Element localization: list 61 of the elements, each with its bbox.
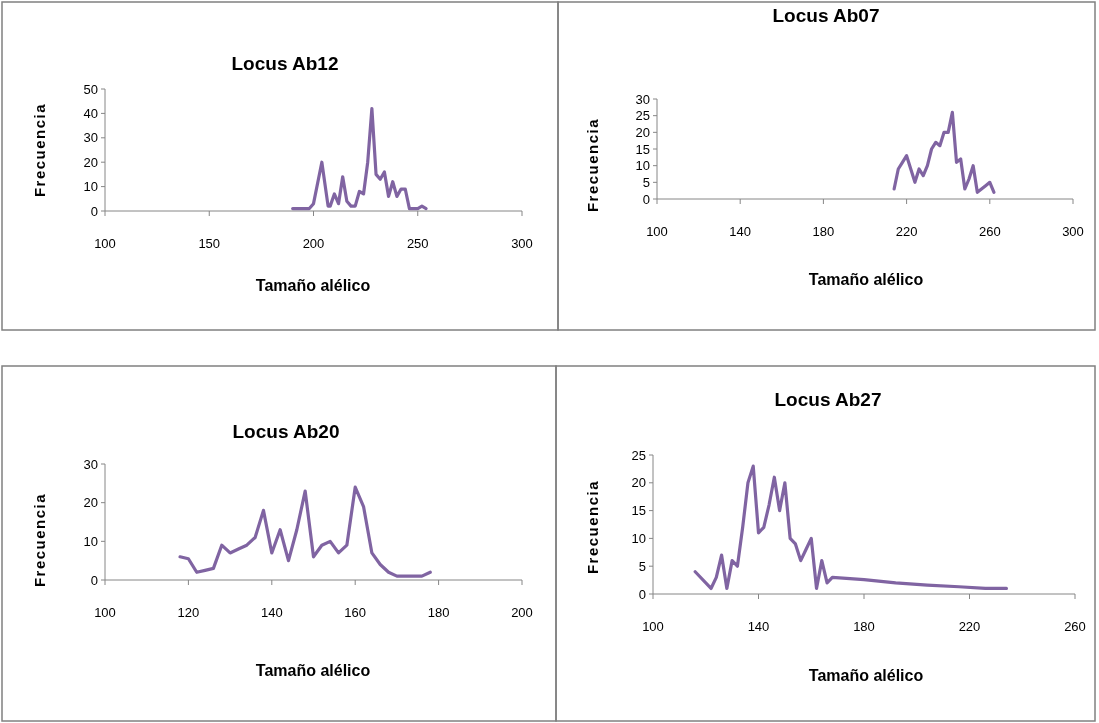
- y-axis-title: Frecuencia: [31, 102, 48, 198]
- y-tick-label: 20: [631, 475, 646, 491]
- x-tick-label: 260: [978, 224, 1001, 239]
- x-tick-label: 180: [853, 619, 875, 634]
- y-tick-label: 20: [83, 154, 98, 170]
- x-tick-label: 100: [646, 224, 668, 239]
- x-tick-label: 220: [958, 619, 981, 634]
- y-tick-label: 25: [631, 447, 646, 463]
- y-tick-label: 30: [83, 130, 98, 146]
- y-tick-label: 30: [83, 456, 98, 472]
- y-tick-label: 20: [83, 495, 98, 511]
- line-series: [291, 106, 428, 211]
- chart-title: Locus Ab12: [231, 53, 339, 74]
- x-tick-label: 260: [1064, 619, 1086, 634]
- x-tick-label: 100: [94, 236, 116, 251]
- x-tick-label: 200: [511, 605, 533, 620]
- x-tick-label: 140: [747, 619, 770, 634]
- x-axis-title: Tamaño alélico: [808, 271, 924, 288]
- x-tick-label: 140: [729, 224, 752, 239]
- y-tick-label: 25: [635, 108, 650, 124]
- x-tick-label: 150: [198, 236, 221, 251]
- y-tick-label: 5: [642, 174, 650, 190]
- chart-title: Locus Ab07: [772, 5, 880, 26]
- y-tick-label: 10: [631, 530, 646, 546]
- line-series: [693, 464, 1009, 591]
- x-axis-title: Tamaño alélico: [808, 667, 924, 684]
- y-tick-label: 40: [83, 105, 98, 121]
- y-tick-label: 20: [635, 124, 650, 140]
- x-tick-label: 180: [427, 605, 450, 620]
- x-tick-label: 140: [260, 605, 283, 620]
- y-tick-label: 30: [635, 91, 650, 107]
- x-tick-label: 200: [302, 236, 325, 251]
- x-tick-label: 300: [511, 236, 533, 251]
- y-tick-label: 5: [638, 558, 646, 574]
- y-axis-title: Frecuencia: [31, 492, 48, 588]
- y-tick-label: 50: [83, 81, 98, 97]
- x-tick-label: 100: [642, 619, 664, 634]
- chart-title: Locus Ab20: [232, 421, 340, 442]
- line-series: [178, 485, 432, 578]
- y-tick-label: 0: [90, 203, 98, 219]
- x-axis-title: Tamaño alélico: [255, 277, 371, 294]
- x-tick-label: 160: [344, 605, 367, 620]
- y-tick-label: 15: [635, 141, 650, 157]
- y-tick-label: 10: [83, 533, 98, 549]
- y-tick-label: 10: [635, 158, 650, 174]
- x-tick-label: 180: [812, 224, 835, 239]
- y-axis-title: Frecuencia: [584, 117, 601, 213]
- chart-title: Locus Ab27: [774, 389, 882, 410]
- x-tick-label: 300: [1062, 224, 1084, 239]
- y-tick-label: 0: [638, 586, 646, 602]
- y-tick-label: 0: [90, 572, 98, 588]
- y-axis-title: Frecuencia: [584, 479, 601, 575]
- x-axis-title: Tamaño alélico: [255, 662, 371, 679]
- y-tick-label: 10: [83, 179, 98, 195]
- line-series: [892, 110, 996, 194]
- x-tick-label: 100: [94, 605, 116, 620]
- x-tick-label: 250: [406, 236, 429, 251]
- y-tick-label: 15: [631, 503, 646, 519]
- y-tick-label: 0: [642, 191, 650, 207]
- x-tick-label: 120: [177, 605, 200, 620]
- x-tick-label: 220: [895, 224, 918, 239]
